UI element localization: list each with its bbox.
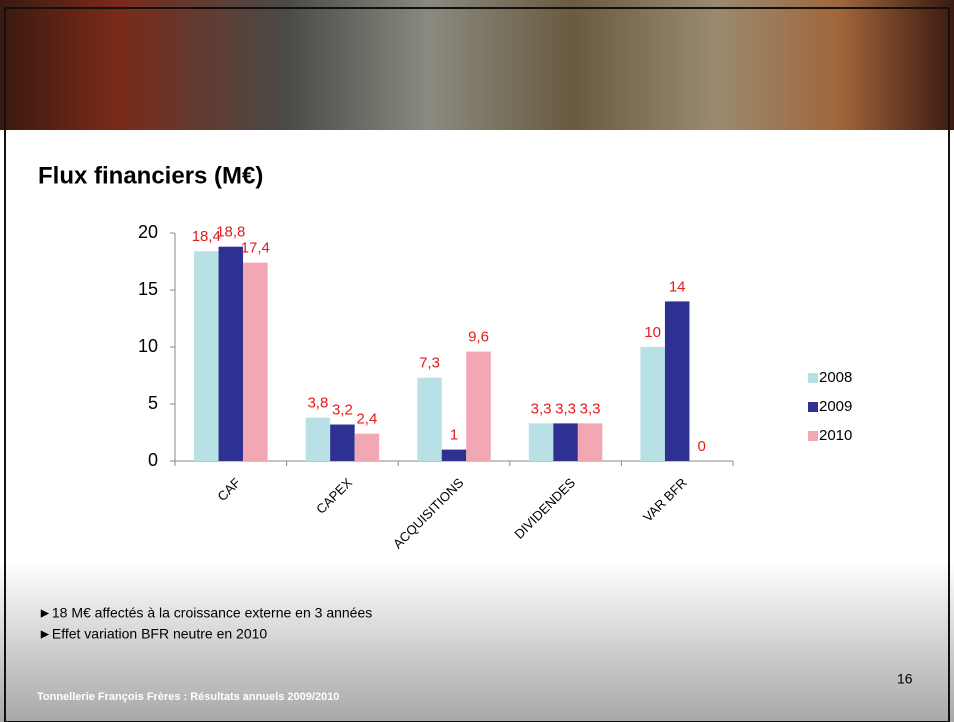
data-label: 2,4 [356,411,377,428]
data-label: 10 [644,324,661,341]
bar [330,425,355,461]
y-tick-label: 0 [148,450,158,470]
data-label: 3,3 [580,400,601,417]
bar [553,423,578,461]
data-label: 18,8 [216,224,245,241]
bar [640,347,665,461]
data-label: 3,8 [307,395,328,412]
bar [219,247,244,461]
bar [665,301,690,461]
bar [442,450,467,461]
bar [306,418,331,461]
page-number: 16 [897,671,913,687]
bar [578,423,603,461]
y-tick-label: 5 [148,393,158,413]
banner-image [0,0,954,130]
bar [355,434,380,461]
bar [243,263,267,461]
data-label: 14 [669,278,686,295]
legend-swatch [808,373,818,383]
data-label: 3,3 [555,400,576,417]
data-label: 17,4 [241,240,270,257]
bar [466,352,491,461]
bar [529,423,554,461]
y-tick-label: 20 [138,222,158,242]
data-label: 9,6 [468,329,489,346]
slide-title: Flux financiers (M€) [38,162,263,189]
data-label: 3,3 [531,400,552,417]
footer-text: Tonnellerie François Frères : Résultats … [37,691,339,703]
data-label: 7,3 [419,355,440,372]
legend-label: 2009 [819,398,852,415]
slide: Flux financiers (M€) ►18 M€ affectés à l… [0,0,954,722]
legend-swatch [808,431,818,441]
y-tick-label: 15 [138,279,158,299]
legend-swatch [808,402,818,412]
data-label: 0 [698,438,706,455]
legend-label: 2010 [819,427,852,444]
bar [417,378,442,461]
data-label: 3,2 [332,401,353,418]
bar [194,251,219,461]
bullet: ►18 M€ affectés à la croissance externe … [38,605,372,621]
bullet: ►Effet variation BFR neutre en 2010 [38,626,267,642]
legend-label: 2008 [819,369,852,386]
data-label: 1 [450,427,458,444]
y-tick-label: 10 [138,336,158,356]
